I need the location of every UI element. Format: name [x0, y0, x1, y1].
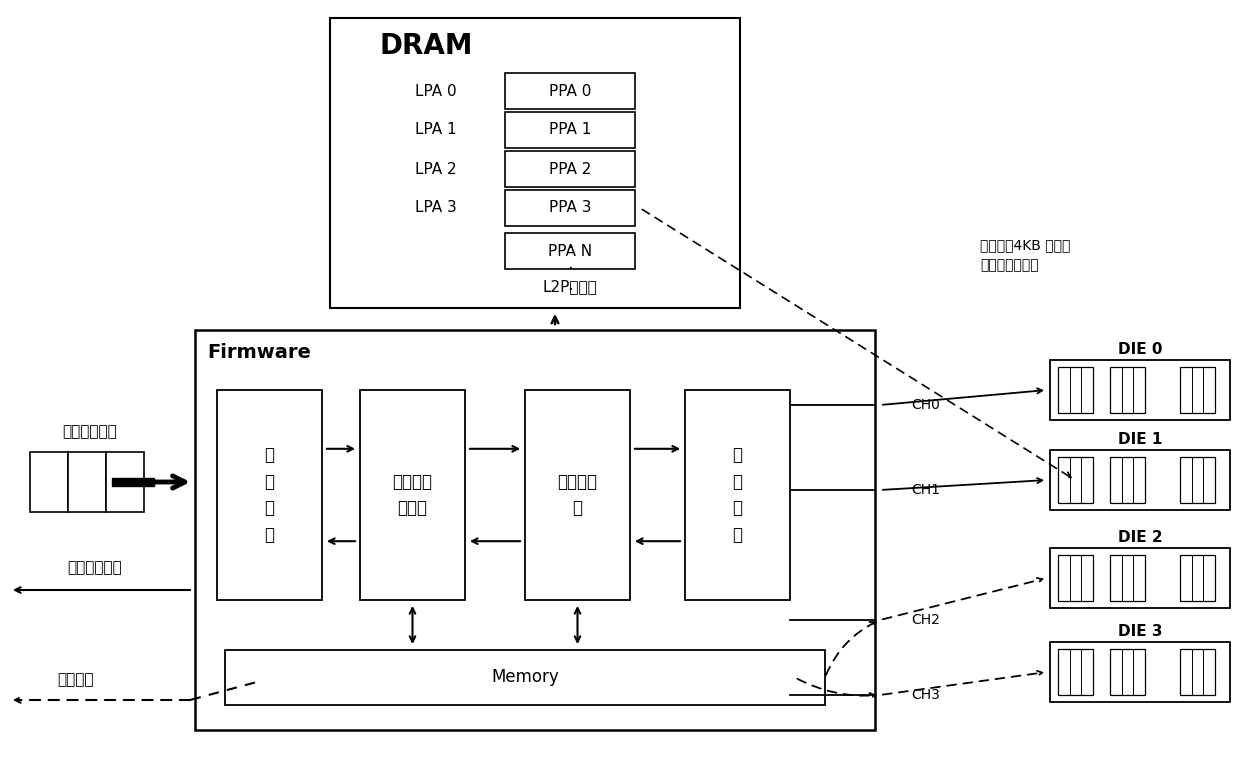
Bar — [1110, 555, 1145, 601]
Text: 存储的物理地址: 存储的物理地址 — [980, 258, 1039, 272]
Bar — [684, 390, 790, 600]
Bar — [1050, 548, 1230, 608]
Text: CH1: CH1 — [911, 483, 940, 497]
Bar — [1180, 457, 1215, 503]
Text: 后
端
模
块: 后 端 模 块 — [733, 447, 743, 543]
Bar — [525, 390, 630, 600]
Text: LPA 3: LPA 3 — [415, 200, 456, 215]
Bar — [1058, 555, 1092, 601]
Bar — [105, 452, 144, 512]
Text: LPA 2: LPA 2 — [415, 162, 456, 176]
Bar — [1110, 649, 1145, 695]
Text: LPA 0: LPA 0 — [415, 84, 456, 98]
Text: PPA 3: PPA 3 — [549, 200, 591, 215]
Text: PPA N: PPA N — [548, 244, 591, 259]
Text: ·
·
·: · · · — [567, 239, 573, 299]
Text: 主机读写请求: 主机读写请求 — [63, 424, 118, 440]
Bar — [1050, 450, 1230, 510]
Bar — [1180, 649, 1215, 695]
Bar — [505, 73, 635, 109]
Bar — [1058, 367, 1092, 413]
Text: L2P映射表: L2P映射表 — [543, 279, 598, 294]
Text: DIE 2: DIE 2 — [1117, 530, 1162, 546]
Text: CH0: CH0 — [911, 398, 940, 412]
Bar — [112, 478, 154, 486]
Bar — [30, 452, 68, 512]
Bar — [1180, 367, 1215, 413]
Text: DIE 0: DIE 0 — [1117, 343, 1162, 358]
Bar — [1050, 642, 1230, 702]
Text: PPA 2: PPA 2 — [549, 162, 591, 176]
Text: Memory: Memory — [491, 669, 559, 687]
Text: PPA 1: PPA 1 — [549, 122, 591, 138]
Bar — [1110, 367, 1145, 413]
Bar — [217, 390, 322, 600]
Bar — [330, 18, 740, 308]
Text: 数据传输控制: 数据传输控制 — [68, 560, 123, 576]
Text: 读写缓冲
区管理: 读写缓冲 区管理 — [393, 473, 433, 517]
Text: CH2: CH2 — [911, 613, 940, 627]
Bar — [505, 233, 635, 269]
Bar — [68, 452, 105, 512]
Text: DRAM: DRAM — [379, 32, 474, 60]
Bar — [195, 330, 875, 730]
Text: LPA 1: LPA 1 — [415, 122, 456, 138]
Text: DIE 1: DIE 1 — [1117, 433, 1162, 447]
Bar — [1110, 457, 1145, 503]
Bar — [224, 650, 825, 705]
Bar — [505, 151, 635, 187]
Bar — [1058, 649, 1092, 695]
Text: PPA 0: PPA 0 — [549, 84, 591, 98]
Text: DIE 3: DIE 3 — [1117, 625, 1162, 639]
Text: 前
端
模
块: 前 端 模 块 — [264, 447, 274, 543]
Text: 数据传输: 数据传输 — [57, 673, 93, 687]
Text: 映射表管
理: 映射表管 理 — [558, 473, 598, 517]
Text: 指示对应4KB 数据所: 指示对应4KB 数据所 — [980, 238, 1070, 252]
Bar — [1058, 457, 1092, 503]
Text: CH3: CH3 — [911, 688, 940, 702]
Text: Firmware: Firmware — [207, 343, 311, 361]
Bar — [1050, 360, 1230, 420]
Bar — [1180, 555, 1215, 601]
Bar — [505, 112, 635, 148]
Bar — [360, 390, 465, 600]
Bar — [505, 190, 635, 226]
